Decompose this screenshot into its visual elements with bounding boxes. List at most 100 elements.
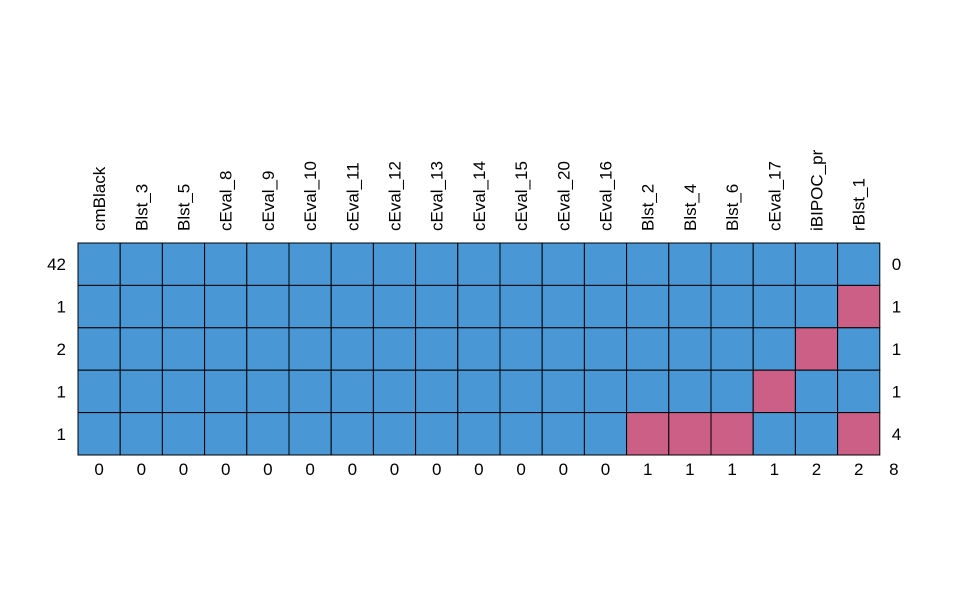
cell-observed — [161, 369, 206, 414]
column-missing-total: 0 — [601, 460, 610, 479]
column-label: cEval_9 — [259, 171, 278, 231]
cell-observed — [161, 242, 206, 286]
row-missing-total: 4 — [892, 425, 901, 444]
cell-grid — [77, 242, 881, 456]
cell-observed — [119, 369, 163, 414]
cell-observed — [710, 284, 754, 329]
cell-observed — [583, 242, 628, 286]
cell-observed — [457, 412, 501, 456]
row-count: 1 — [57, 382, 66, 401]
cell-observed — [246, 284, 290, 329]
cell-observed — [372, 242, 417, 286]
cell-observed — [457, 369, 501, 414]
cell-observed — [457, 284, 501, 329]
cell-observed — [499, 284, 543, 329]
cell-missing — [794, 327, 839, 371]
cell-observed — [77, 369, 121, 414]
cell-observed — [668, 369, 712, 414]
cell-observed — [837, 369, 881, 414]
cell-observed — [288, 284, 332, 329]
column-missing-total: 0 — [559, 460, 568, 479]
cell-observed — [77, 242, 121, 286]
cell-observed — [415, 327, 459, 371]
cell-observed — [794, 369, 839, 414]
column-labels: cmBlack Blst_3 Blst_5 cEval_8 cEval_9 cEval_1… — [90, 149, 869, 231]
column-missing-total: 0 — [390, 460, 399, 479]
cell-observed — [668, 327, 712, 371]
column-label: cmBlack — [90, 166, 109, 231]
cell-observed — [330, 284, 374, 329]
cell-observed — [794, 242, 839, 286]
column-label: cEval_16 — [597, 161, 616, 231]
column-label: cEval_12 — [386, 161, 405, 231]
cell-missing — [837, 412, 881, 456]
cell-observed — [794, 284, 839, 329]
cell-missing — [668, 412, 712, 456]
cell-observed — [668, 284, 712, 329]
row-count: 42 — [47, 255, 66, 274]
column-label: cEval_13 — [428, 161, 447, 231]
cell-observed — [541, 327, 585, 371]
cell-observed — [288, 242, 332, 286]
cell-observed — [372, 284, 417, 329]
cell-missing — [626, 412, 670, 456]
column-missing-total: 0 — [432, 460, 441, 479]
cell-observed — [204, 242, 248, 286]
cell-missing — [752, 369, 796, 414]
column-label: Blst_2 — [639, 184, 658, 231]
cell-observed — [583, 327, 628, 371]
column-missing-total: 0 — [137, 460, 146, 479]
cell-observed — [457, 242, 501, 286]
column-missing-total: 0 — [305, 460, 314, 479]
column-missing-total: 1 — [727, 460, 736, 479]
cell-observed — [837, 242, 881, 286]
cell-observed — [794, 412, 839, 456]
cell-observed — [541, 412, 585, 456]
row-count: 1 — [57, 298, 66, 317]
cell-observed — [204, 284, 248, 329]
column-missing-total: 1 — [770, 460, 779, 479]
cell-observed — [246, 327, 290, 371]
cell-observed — [288, 327, 332, 371]
cell-observed — [837, 327, 881, 371]
cell-observed — [119, 327, 163, 371]
row-missing-total: 1 — [892, 298, 901, 317]
cell-observed — [457, 327, 501, 371]
cell-observed — [583, 369, 628, 414]
cell-observed — [499, 369, 543, 414]
cell-observed — [752, 242, 796, 286]
cell-observed — [246, 242, 290, 286]
cell-observed — [204, 369, 248, 414]
cell-observed — [288, 369, 332, 414]
column-missing-total: 0 — [474, 460, 483, 479]
cell-observed — [710, 369, 754, 414]
cell-observed — [415, 412, 459, 456]
row-count: 2 — [57, 340, 66, 359]
column-label: iBIPOC_pr — [808, 149, 827, 231]
cell-observed — [119, 284, 163, 329]
column-label: cEval_10 — [301, 161, 320, 231]
cell-observed — [161, 284, 206, 329]
cell-observed — [415, 369, 459, 414]
cell-observed — [415, 284, 459, 329]
column-label: cEval_14 — [470, 161, 489, 231]
cell-observed — [626, 369, 670, 414]
cell-observed — [119, 242, 163, 286]
cell-observed — [541, 369, 585, 414]
column-label: cEval_17 — [765, 161, 784, 231]
cell-missing — [710, 412, 754, 456]
cell-observed — [752, 284, 796, 329]
row-missing-total-labels: 0 1 1 1 4 — [892, 255, 901, 444]
cell-observed — [119, 412, 163, 456]
cell-observed — [77, 412, 121, 456]
cell-observed — [752, 412, 796, 456]
cell-observed — [372, 369, 417, 414]
column-label: cEval_11 — [343, 162, 362, 231]
column-label: rBlst_1 — [850, 178, 869, 231]
column-missing-total: 2 — [812, 460, 821, 479]
column-missing-total: 0 — [221, 460, 230, 479]
cell-observed — [372, 412, 417, 456]
cell-observed — [499, 327, 543, 371]
cell-observed — [710, 327, 754, 371]
